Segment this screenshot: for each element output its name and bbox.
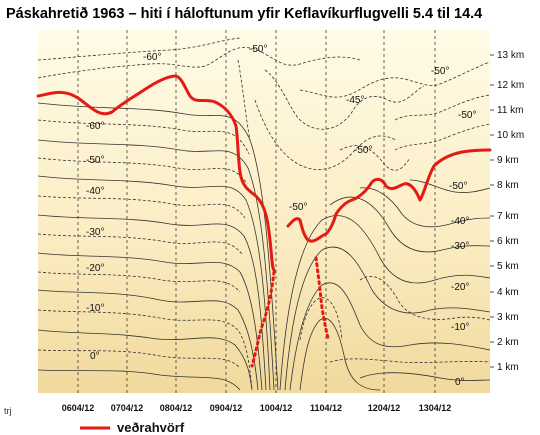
altitude-label: 1 km bbox=[497, 362, 519, 373]
date-label: 0704/12 bbox=[111, 403, 144, 413]
legend: veðrahvörf bbox=[80, 420, 185, 435]
legend-label: veðrahvörf bbox=[117, 420, 185, 435]
date-label: 1004/12 bbox=[260, 403, 293, 413]
isotherm-label: -40° bbox=[451, 216, 469, 227]
tropopause-dotted bbox=[250, 256, 330, 368]
isotherm-label: -50° bbox=[458, 110, 476, 121]
altitude-label: 9 km bbox=[497, 155, 519, 166]
altitude-label: 5 km bbox=[497, 261, 519, 272]
isotherm-label: 0° bbox=[90, 351, 100, 362]
isotherm-label: -50° bbox=[431, 66, 449, 77]
altitude-axis: 13 km 12 km 11 km 10 km 9 km 8 km 7 km 6… bbox=[497, 50, 524, 373]
date-label: 0904/12 bbox=[210, 403, 243, 413]
isotherm-label: -10° bbox=[86, 303, 104, 314]
altitude-label: 6 km bbox=[497, 236, 519, 247]
isotherm-label: -50° bbox=[354, 145, 372, 156]
isotherm-label: -50° bbox=[86, 155, 104, 166]
isotherm-label: -50° bbox=[289, 202, 307, 213]
date-label: 1104/12 bbox=[310, 403, 342, 413]
altitude-label: 11 km bbox=[497, 105, 524, 116]
altitude-label: 7 km bbox=[497, 211, 519, 222]
isotherm-label: -20° bbox=[451, 282, 469, 293]
date-axis: 0604/12 0704/12 0804/12 0904/12 1004/12 … bbox=[62, 403, 452, 413]
isotherms-dashed bbox=[37, 37, 491, 391]
isotherm-labels: -60° -50° -50° -50° -45° -50° -60° -50° … bbox=[86, 44, 476, 388]
isotherm-label: -60° bbox=[143, 52, 161, 63]
date-label: 1304/12 bbox=[419, 403, 452, 413]
isotherm-label: 0° bbox=[455, 377, 465, 388]
isotherm-label: -20° bbox=[86, 263, 104, 274]
isotherm-label: -45° bbox=[346, 95, 364, 106]
isotherm-label: -30° bbox=[86, 227, 104, 238]
credit-text: trj bbox=[4, 406, 12, 416]
isotherm-label: -50° bbox=[249, 44, 267, 55]
date-label: 0804/12 bbox=[160, 403, 193, 413]
altitude-label: 12 km bbox=[497, 80, 524, 91]
date-label: 1204/12 bbox=[368, 403, 401, 413]
isotherm-label: -50° bbox=[449, 181, 467, 192]
isotherm-label: -60° bbox=[86, 121, 104, 132]
altitude-ticks bbox=[490, 54, 494, 368]
isotherm-label: -30° bbox=[451, 241, 469, 252]
date-label: 0604/12 bbox=[62, 403, 95, 413]
tropopause-line bbox=[36, 74, 492, 272]
altitude-label: 8 km bbox=[497, 180, 519, 191]
isotherm-label: -10° bbox=[451, 322, 469, 333]
altitude-label: 13 km bbox=[497, 50, 524, 61]
altitude-label: 3 km bbox=[497, 312, 519, 323]
altitude-label: 10 km bbox=[497, 130, 524, 141]
figure-title: Páskahretið 1963 – hiti í háloftunum yfi… bbox=[6, 6, 483, 22]
altitude-label: 4 km bbox=[497, 287, 519, 298]
isotherm-label: -40° bbox=[86, 186, 104, 197]
altitude-label: 2 km bbox=[497, 337, 519, 348]
